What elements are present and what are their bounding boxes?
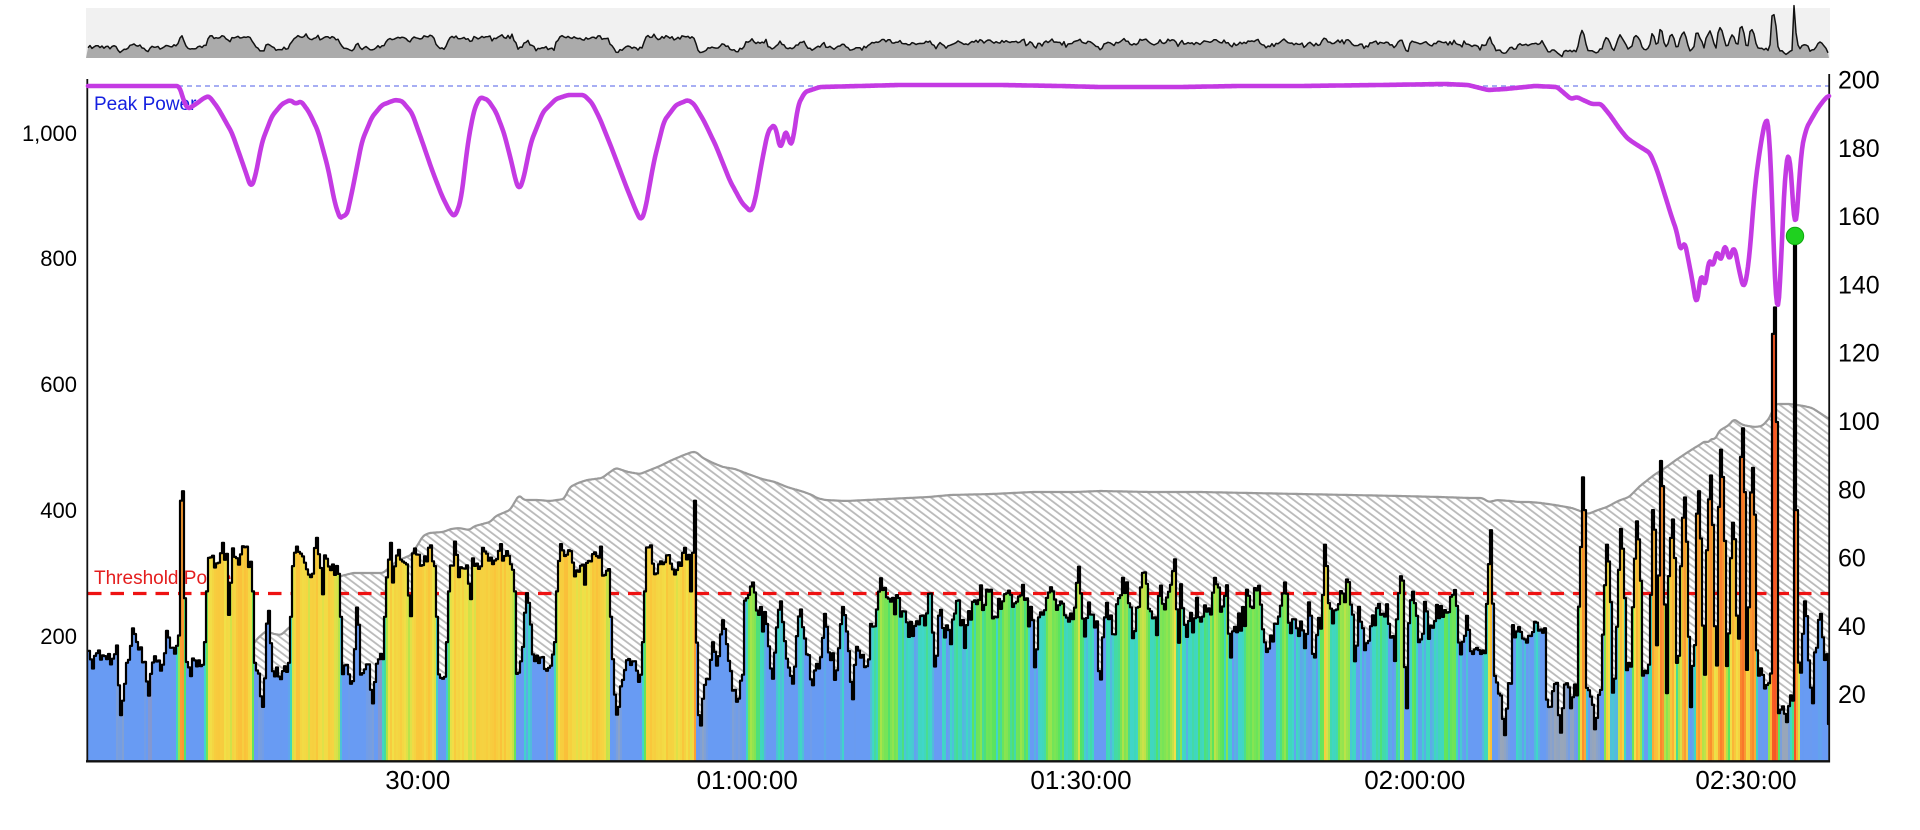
svg-text:40: 40 [1838, 613, 1866, 641]
svg-text:1,000: 1,000 [22, 121, 77, 146]
svg-text:60: 60 [1838, 545, 1866, 573]
svg-text:200: 200 [1838, 67, 1880, 95]
svg-text:180: 180 [1838, 135, 1880, 163]
svg-text:140: 140 [1838, 271, 1880, 299]
svg-text:800: 800 [40, 246, 77, 271]
svg-text:120: 120 [1838, 340, 1880, 368]
svg-text:30:00: 30:00 [385, 765, 450, 795]
svg-text:Peak Power: Peak Power [94, 94, 197, 115]
svg-text:200: 200 [40, 624, 77, 649]
svg-text:01:30:00: 01:30:00 [1030, 765, 1131, 795]
svg-text:Threshold Power: Threshold Power [94, 568, 238, 589]
svg-text:100: 100 [1838, 408, 1880, 436]
svg-text:20: 20 [1838, 681, 1866, 709]
svg-text:400: 400 [40, 498, 77, 523]
svg-text:02:00:00: 02:00:00 [1364, 765, 1465, 795]
svg-text:02:30:00: 02:30:00 [1695, 765, 1796, 795]
svg-text:01:00:00: 01:00:00 [697, 765, 798, 795]
svg-text:80: 80 [1838, 476, 1866, 504]
svg-text:160: 160 [1838, 203, 1880, 231]
svg-text:600: 600 [40, 372, 77, 397]
